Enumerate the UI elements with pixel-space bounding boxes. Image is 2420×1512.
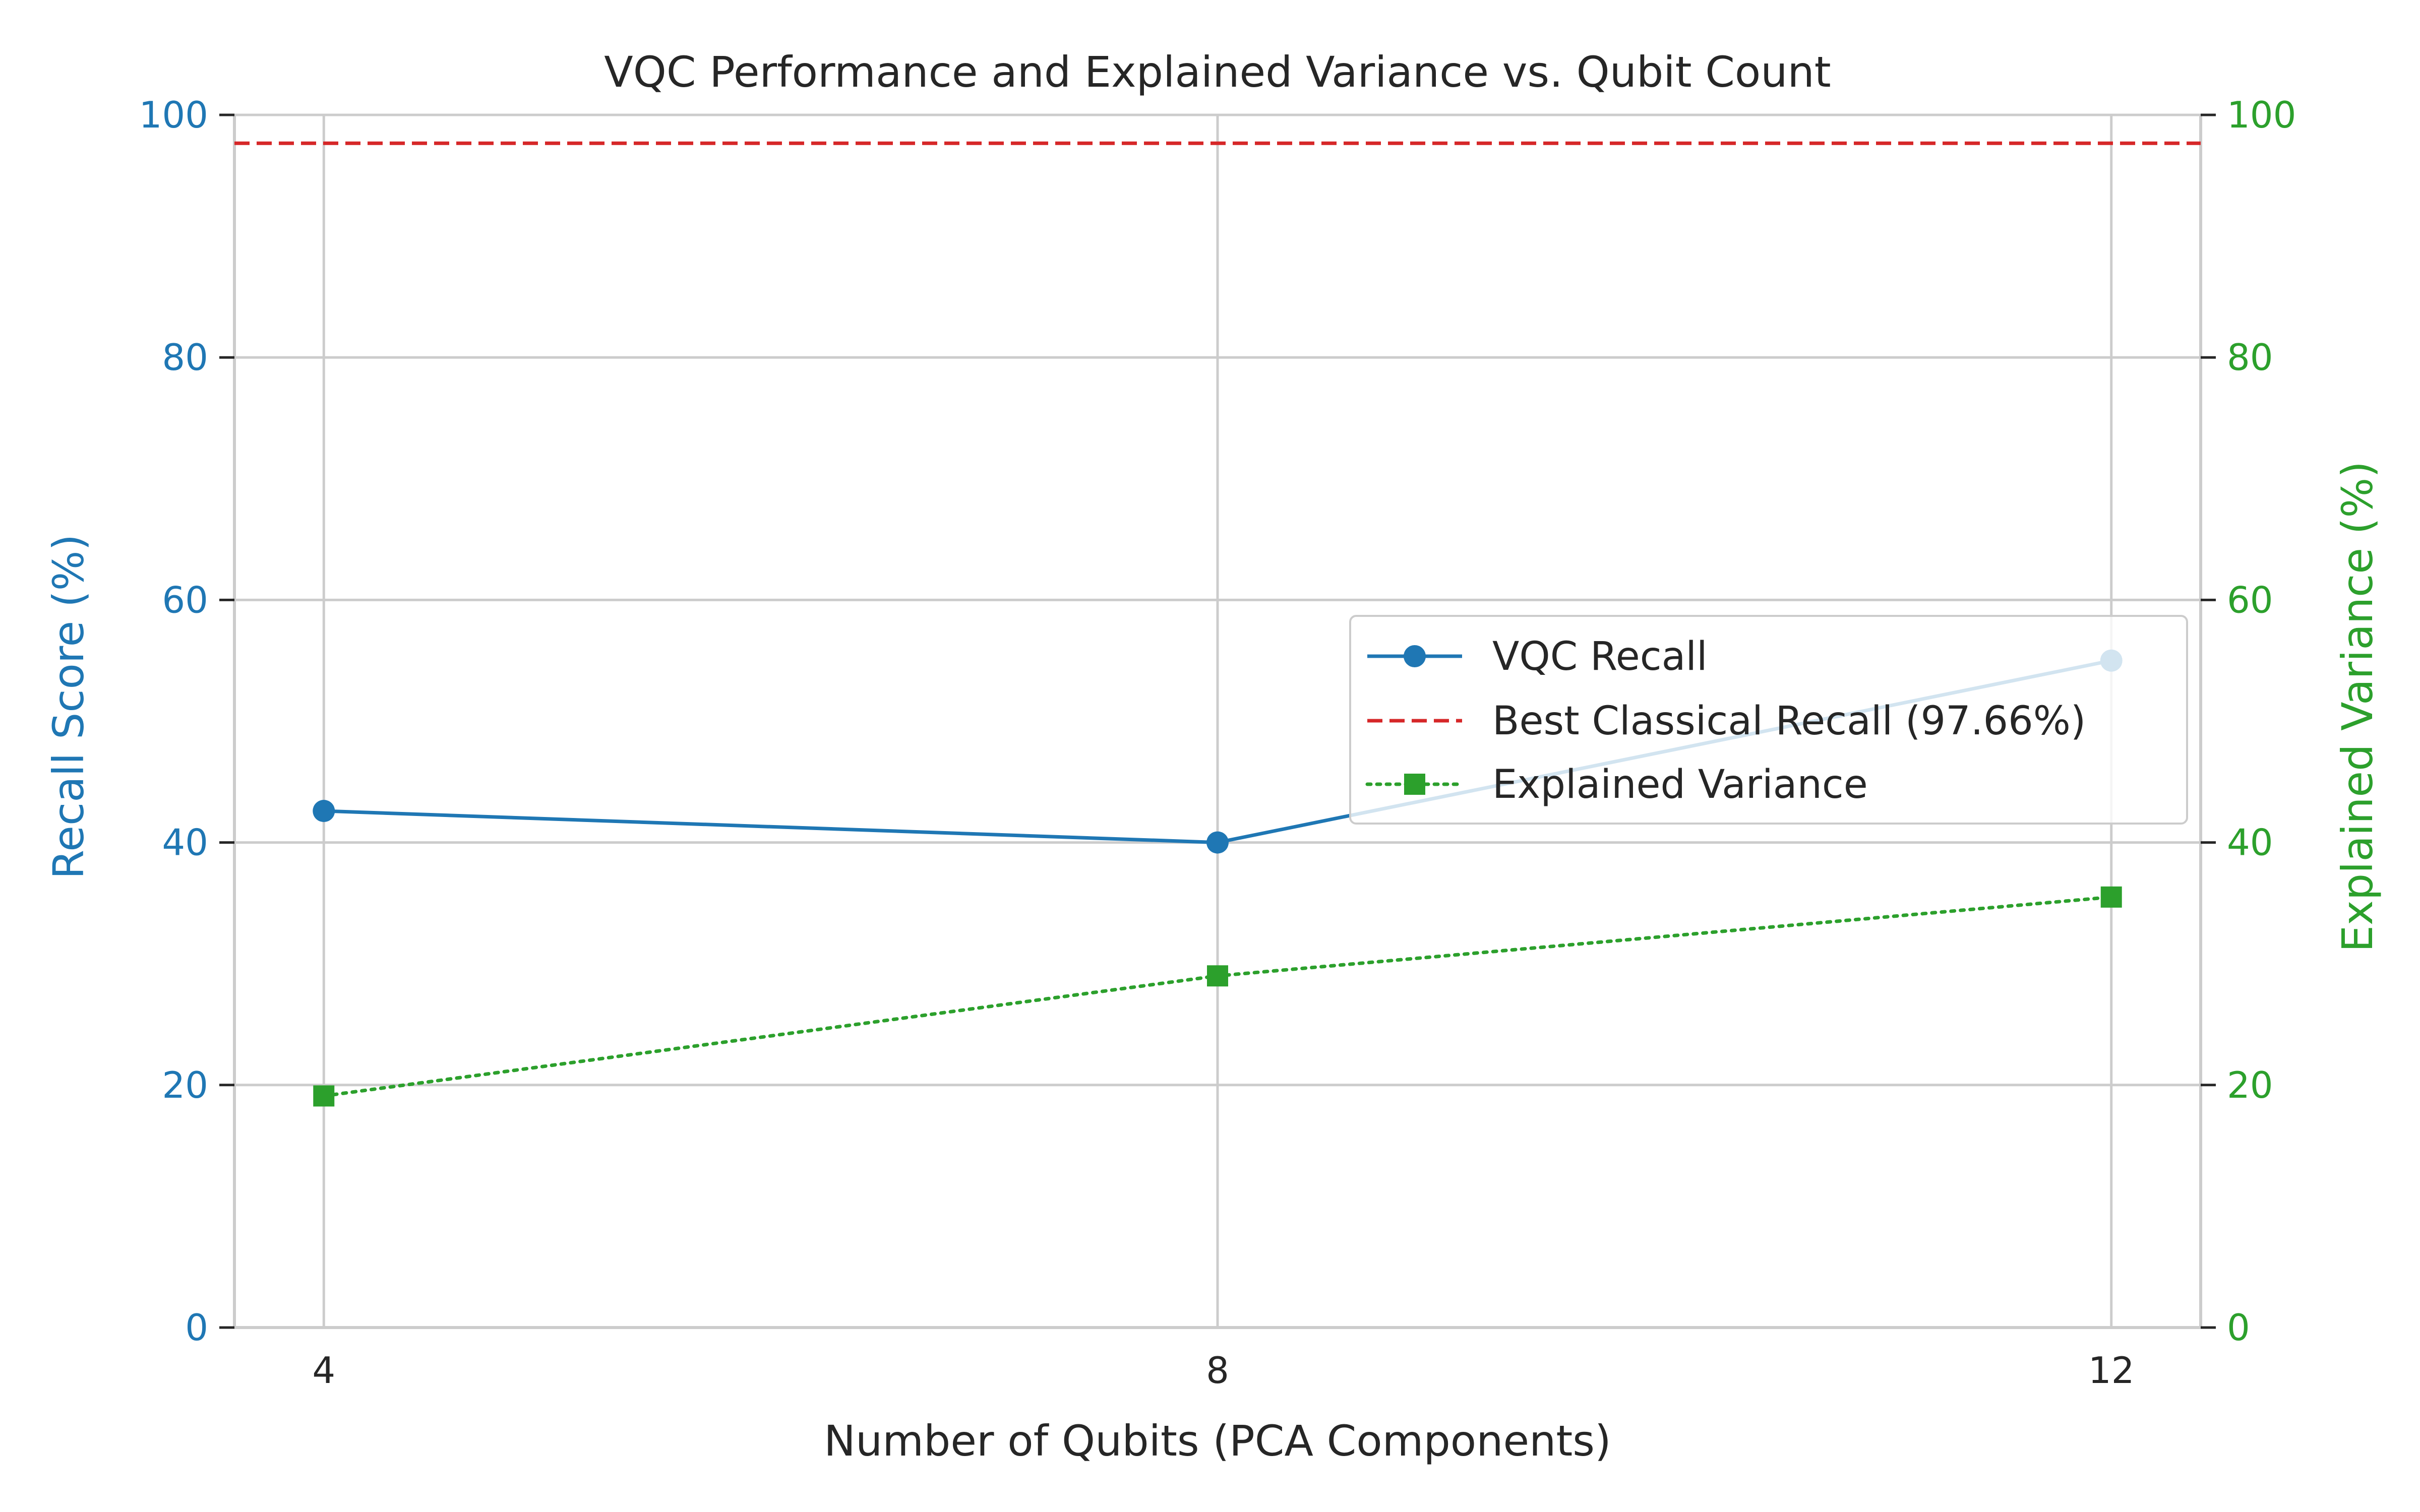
chart-title: VQC Performance and Explained Variance v…: [604, 47, 1831, 97]
legend-label: Explained Variance: [1492, 762, 1868, 807]
y-tick-label: 40: [162, 822, 208, 864]
y-tick-label: 0: [185, 1306, 208, 1349]
y-axis-label: Recall Score (%): [44, 534, 93, 879]
legend-swatch-marker: [1404, 774, 1425, 795]
legend-box: [1349, 615, 2188, 825]
chart-legend: VQC Recall Best Classical Recall (97.66%)…: [1349, 615, 2188, 825]
x-axis-label: Number of Qubits (PCA Components): [824, 1416, 1611, 1466]
y-tick-label: 100: [139, 94, 208, 136]
y-tick-label: 60: [162, 579, 208, 621]
legend-label: VQC Recall: [1492, 634, 1708, 679]
data-point-explained-variance: [2100, 886, 2122, 908]
y2-tick-label: 100: [2227, 94, 2296, 136]
y2-tick-label: 40: [2227, 822, 2273, 864]
x-tick-label: 4: [312, 1349, 335, 1392]
y2-tick-label: 80: [2227, 336, 2273, 379]
legend-swatch-marker: [1404, 645, 1426, 667]
spine-layer: [233, 115, 2202, 1329]
y2-tick-label: 20: [2227, 1064, 2273, 1106]
y2-tick-label: 60: [2227, 579, 2273, 621]
y2-tick-label: 0: [2227, 1306, 2250, 1349]
data-point-vqc-recall: [313, 800, 335, 823]
x-tick-label: 8: [1206, 1349, 1229, 1392]
y2-axis-label: Explained Variance (%): [2333, 461, 2382, 952]
data-point-explained-variance: [313, 1085, 335, 1107]
legend-label: Best Classical Recall (97.66%): [1492, 699, 2086, 744]
data-point-vqc-recall: [1206, 831, 1229, 854]
x-tick-label: 12: [2088, 1349, 2135, 1392]
data-point-explained-variance: [1207, 965, 1228, 987]
legend-entries: VQC Recall Best Classical Recall (97.66%)…: [1365, 634, 2086, 807]
tick-layer: 0 20 40 60 80 100 0 20 40 60 80 100 4 8 12: [139, 94, 2296, 1392]
y-tick-label: 80: [162, 336, 208, 379]
y-tick-label: 20: [162, 1064, 208, 1106]
